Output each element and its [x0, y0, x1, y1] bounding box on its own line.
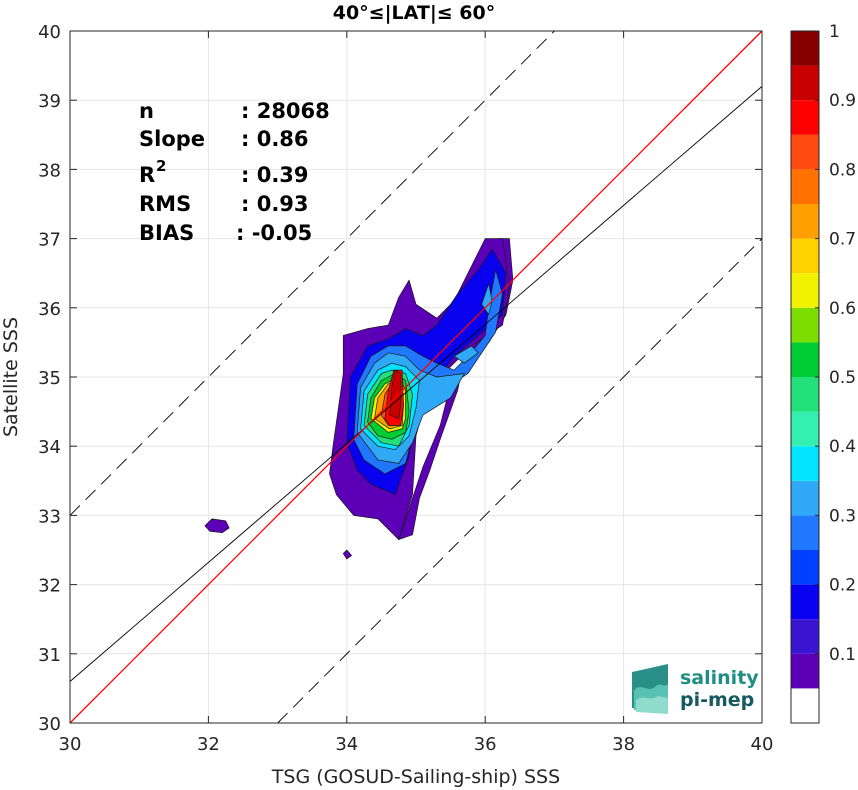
- x-axis-label: TSG (GOSUD-Sailing-ship) SSS: [271, 766, 560, 788]
- stats-slope-label: Slope: [139, 127, 205, 151]
- y-tick-label: 40: [38, 22, 61, 43]
- y-axis-ticks: 30 31 32 33 34 35 36 37 38 39 40: [38, 22, 762, 735]
- colorbar-segment-6: [791, 480, 819, 516]
- stats-bias-value: : -0.05: [236, 221, 312, 245]
- upper-bound-line: [69, 30, 555, 516]
- colorbar-tick-label: 0.8: [829, 160, 856, 180]
- colorbar-segment-2: [791, 619, 819, 654]
- logo-text-salinity: salinity: [680, 667, 759, 689]
- colorbar-segment-10: [791, 342, 819, 377]
- colorbar-segment-16: [791, 134, 819, 170]
- stats-block: n : 28068 Slope : 0.86 R 2 : 0.39 RMS : …: [139, 99, 330, 245]
- lower-bound-line: [277, 238, 763, 724]
- y-tick-label: 36: [38, 299, 61, 320]
- reference-lines: [69, 30, 763, 724]
- stats-rms-value: : 0.93: [241, 192, 309, 216]
- logo-text-pi-mep: pi-mep: [680, 689, 754, 711]
- colorbar-segment-9: [791, 377, 819, 412]
- colorbar-segment-13: [791, 238, 819, 274]
- y-tick-label: 33: [38, 506, 61, 527]
- y-axis-label: Satellite SSS: [0, 317, 22, 437]
- colorbar-tick-label: 0.9: [829, 91, 856, 111]
- colorbar-tick-label: 1: [829, 22, 840, 42]
- colorbar-segment-0: [791, 688, 819, 723]
- y-tick-label: 35: [38, 368, 61, 389]
- x-tick-label: 30: [59, 734, 82, 755]
- x-tick-label: 38: [612, 734, 635, 755]
- x-tick-label: 32: [197, 734, 220, 755]
- contour-level-15: [204, 518, 230, 534]
- colorbar-tick-label: 0.5: [829, 368, 856, 388]
- contour-level-6: [453, 345, 479, 364]
- x-axis-ticks: 30 32 34 36 38 40: [59, 31, 774, 755]
- colorbar-segment-1: [791, 653, 819, 689]
- colorbar-segment-12: [791, 273, 819, 308]
- stats-n-value: : 28068: [241, 99, 330, 123]
- y-tick-label: 32: [38, 576, 61, 597]
- one-to-one-line: [69, 30, 763, 724]
- y-tick-label: 38: [38, 160, 61, 181]
- contour-level-16: [342, 549, 352, 560]
- stats-rms-label: RMS: [139, 192, 191, 216]
- colorbar-ticks: 0.1 0.2 0.3 0.4 0.5 0.6 0.7 0.8 0.9 1: [815, 22, 856, 665]
- x-tick-label: 36: [474, 734, 497, 755]
- colorbar-segment-8: [791, 411, 819, 447]
- y-tick-label: 30: [38, 714, 61, 735]
- y-tick-label: 39: [38, 91, 61, 112]
- contour-level-14: [389, 369, 402, 419]
- colorbar-segment-11: [791, 307, 819, 343]
- colorbar-segment-3: [791, 584, 819, 620]
- y-tick-label: 34: [38, 437, 61, 458]
- stats-r2-value: : 0.39: [241, 163, 309, 187]
- colorbar-segment-4: [791, 550, 819, 585]
- stats-slope-value: : 0.86: [241, 127, 309, 151]
- colorbar-segment-14: [791, 204, 819, 239]
- salinity-pi-mep-logo: salinity pi-mep: [632, 664, 759, 714]
- colorbar-segment-17: [791, 100, 819, 135]
- x-tick-label: 40: [751, 734, 774, 755]
- colorbar-segment-5: [791, 515, 819, 550]
- colorbar-tick-label: 0.6: [829, 299, 856, 319]
- colorbar-segment-15: [791, 169, 819, 204]
- logo-waves-icon: [632, 664, 668, 714]
- stats-bias-label: BIAS: [139, 221, 194, 245]
- colorbar-segment-7: [791, 446, 819, 481]
- stats-r2-label: R: [139, 163, 155, 187]
- x-tick-label: 34: [335, 734, 358, 755]
- colorbar-tick-label: 0.1: [829, 645, 856, 665]
- colorbar-tick-label: 0.2: [829, 576, 856, 596]
- stats-r2-superscript: 2: [156, 157, 166, 175]
- y-tick-label: 37: [38, 230, 61, 251]
- y-tick-label: 31: [38, 645, 61, 666]
- regression-line: [69, 86, 763, 682]
- chart-title: 40°≤|LAT|≤ 60°: [333, 2, 496, 24]
- colorbar-tick-label: 0.3: [829, 506, 856, 526]
- colorbar-segment-18: [791, 65, 819, 101]
- colorbar-tick-label: 0.7: [829, 230, 856, 250]
- colorbar-segment-19: [791, 31, 819, 66]
- colorbar-tick-label: 0.4: [829, 437, 856, 457]
- stats-n-label: n: [139, 99, 154, 123]
- colorbar: [791, 31, 819, 723]
